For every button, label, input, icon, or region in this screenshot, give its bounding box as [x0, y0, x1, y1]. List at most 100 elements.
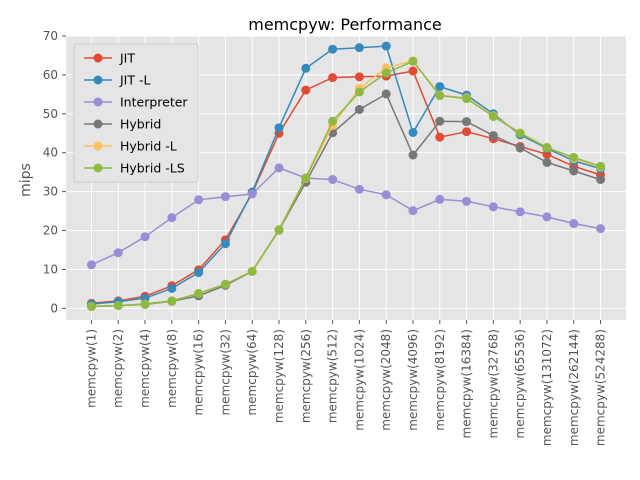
data-point — [408, 206, 418, 216]
y-tick-label: 50 — [43, 107, 58, 121]
data-point — [194, 289, 204, 299]
data-point — [596, 161, 606, 171]
x-tick-label: memcpyw(1) — [84, 329, 98, 408]
data-point — [274, 225, 284, 235]
data-point — [462, 196, 472, 206]
series-line-5 — [91, 60, 601, 308]
data-point — [542, 212, 552, 222]
data-point — [435, 91, 445, 101]
data-point — [596, 175, 606, 185]
data-point — [194, 195, 204, 205]
chart-title: memcpyw: Performance — [248, 15, 442, 34]
legend-marker — [93, 75, 103, 85]
data-point — [381, 89, 391, 99]
legend-marker — [93, 53, 103, 63]
data-point — [86, 301, 96, 311]
data-point — [488, 112, 498, 122]
x-tick-label: memcpyw(128) — [272, 329, 286, 423]
data-point — [194, 268, 204, 278]
x-tick-label: memcpyw(512) — [326, 329, 340, 423]
data-point — [542, 157, 552, 167]
data-point — [247, 266, 257, 276]
data-point — [140, 299, 150, 309]
data-point — [301, 173, 311, 183]
x-tick-label: memcpyw(524288) — [594, 329, 608, 446]
data-point — [408, 56, 418, 66]
y-axis-label: mips — [18, 163, 34, 197]
data-point — [515, 207, 525, 217]
legend-box — [73, 43, 199, 183]
x-tick-label: memcpyw(131072) — [540, 329, 554, 446]
data-point — [354, 72, 364, 82]
y-tick-label: 60 — [43, 68, 58, 82]
data-point — [435, 116, 445, 126]
data-point — [328, 73, 338, 83]
legend-label: JIT -L — [119, 73, 150, 88]
data-point — [435, 132, 445, 142]
legend-label: Hybrid -LS — [120, 161, 185, 176]
legend: JIT JIT -L Interpreter Hybrid Hybrid -L Hybri… — [73, 43, 199, 183]
data-point — [328, 44, 338, 54]
legend-marker — [93, 97, 103, 107]
data-point — [86, 260, 96, 270]
data-point — [515, 143, 525, 153]
data-point — [515, 128, 525, 138]
data-point — [247, 189, 257, 199]
x-tick-label: memcpyw(32) — [218, 329, 232, 416]
data-point — [328, 116, 338, 126]
data-point — [220, 279, 230, 289]
x-tick-label: memcpyw(262144) — [567, 329, 581, 446]
data-point — [408, 66, 418, 76]
x-tick-label: memcpyw(2) — [111, 329, 125, 408]
x-tick-label: memcpyw(64) — [245, 329, 259, 416]
data-point — [488, 202, 498, 212]
legend-label: JIT — [119, 51, 135, 66]
y-tick-label: 40 — [43, 146, 58, 160]
y-tick-label: 0 — [50, 301, 58, 315]
data-point — [462, 94, 472, 104]
data-point — [569, 219, 579, 229]
data-point — [354, 184, 364, 194]
data-point — [596, 224, 606, 234]
data-point — [381, 190, 391, 200]
data-point — [274, 163, 284, 173]
data-point — [354, 105, 364, 115]
y-tick-label: 70 — [43, 29, 58, 43]
legend-marker — [93, 163, 103, 173]
data-point — [408, 127, 418, 137]
x-tick-label: memcpyw(2048) — [379, 329, 393, 431]
data-point — [462, 117, 472, 127]
x-tick-label: memcpyw(65536) — [513, 329, 527, 438]
x-tick-label: memcpyw(256) — [299, 329, 313, 423]
data-point — [462, 127, 472, 137]
legend-marker — [93, 141, 103, 151]
data-point — [167, 296, 177, 306]
data-point — [354, 43, 364, 53]
data-point — [167, 213, 177, 223]
data-point — [140, 232, 150, 242]
x-tick-label: memcpyw(4) — [138, 329, 152, 408]
data-point — [301, 85, 311, 95]
data-point — [569, 166, 579, 176]
legend-marker — [93, 119, 103, 129]
legend-label: Hybrid -L — [120, 139, 177, 154]
data-point — [569, 152, 579, 162]
data-point — [301, 63, 311, 73]
data-point — [381, 68, 391, 78]
data-point — [328, 175, 338, 185]
data-point — [354, 87, 364, 97]
data-point — [435, 194, 445, 204]
legend-label: Interpreter — [120, 95, 188, 110]
x-tick-label: memcpyw(16) — [192, 329, 206, 416]
data-point — [220, 239, 230, 249]
x-tick-label: memcpyw(8192) — [433, 329, 447, 431]
x-tick-label: memcpyw(4096) — [406, 329, 420, 431]
x-tick-label: memcpyw(1024) — [352, 329, 366, 431]
data-point — [220, 192, 230, 202]
plot-area: 0 10 20 30 40 50 60 70 memcpyw(1) memcpyw(2) memcp… — [43, 29, 626, 446]
x-tick-label: memcpyw(32768) — [486, 329, 500, 438]
data-point — [274, 123, 284, 133]
series-line-2 — [91, 167, 601, 266]
y-tick-label: 10 — [43, 262, 58, 276]
